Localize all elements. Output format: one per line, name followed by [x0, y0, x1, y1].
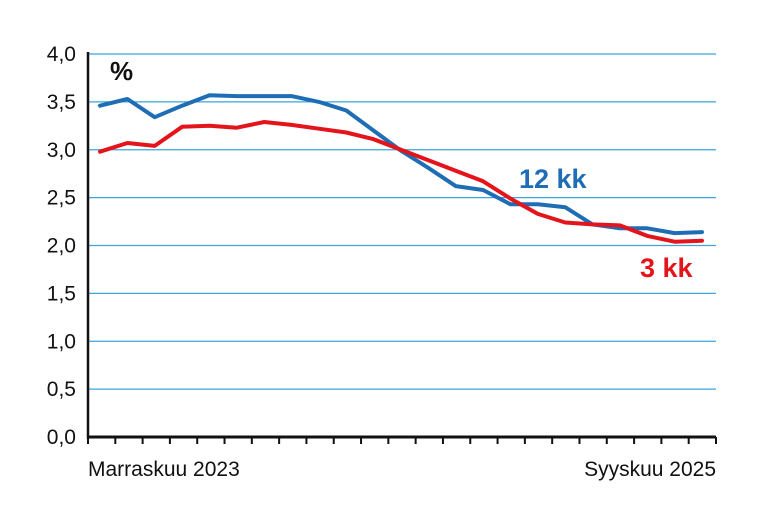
series-label-12kk: 12 kk [519, 164, 588, 194]
y-tick-label: 1,5 [47, 282, 76, 305]
x-label-start: Marraskuu 2023 [88, 458, 240, 481]
y-tick-label: 2,5 [47, 187, 76, 210]
y-tick-label: 2,0 [47, 235, 76, 258]
y-tick-label: 1,0 [47, 330, 76, 353]
series-line-12kk [98, 93, 704, 236]
unit-label: % [110, 56, 133, 86]
x-label-end: Syyskuu 2025 [584, 458, 716, 481]
series-lines [98, 93, 704, 244]
y-tick-label: 0,0 [47, 426, 76, 449]
y-tick-label: 0,5 [47, 378, 76, 401]
y-tick-label: 4,0 [47, 43, 76, 66]
axes [86, 52, 717, 444]
y-tick-label: 3,0 [47, 139, 76, 162]
series-line-3kk [98, 120, 704, 244]
y-tick-label: 3,5 [47, 91, 76, 114]
series-label-3kk: 3 kk [640, 253, 694, 283]
axis-labels: 0,0 0,5 1,0 1,5 2,0 2,5 3,0 3,5 4,0 [47, 43, 76, 449]
